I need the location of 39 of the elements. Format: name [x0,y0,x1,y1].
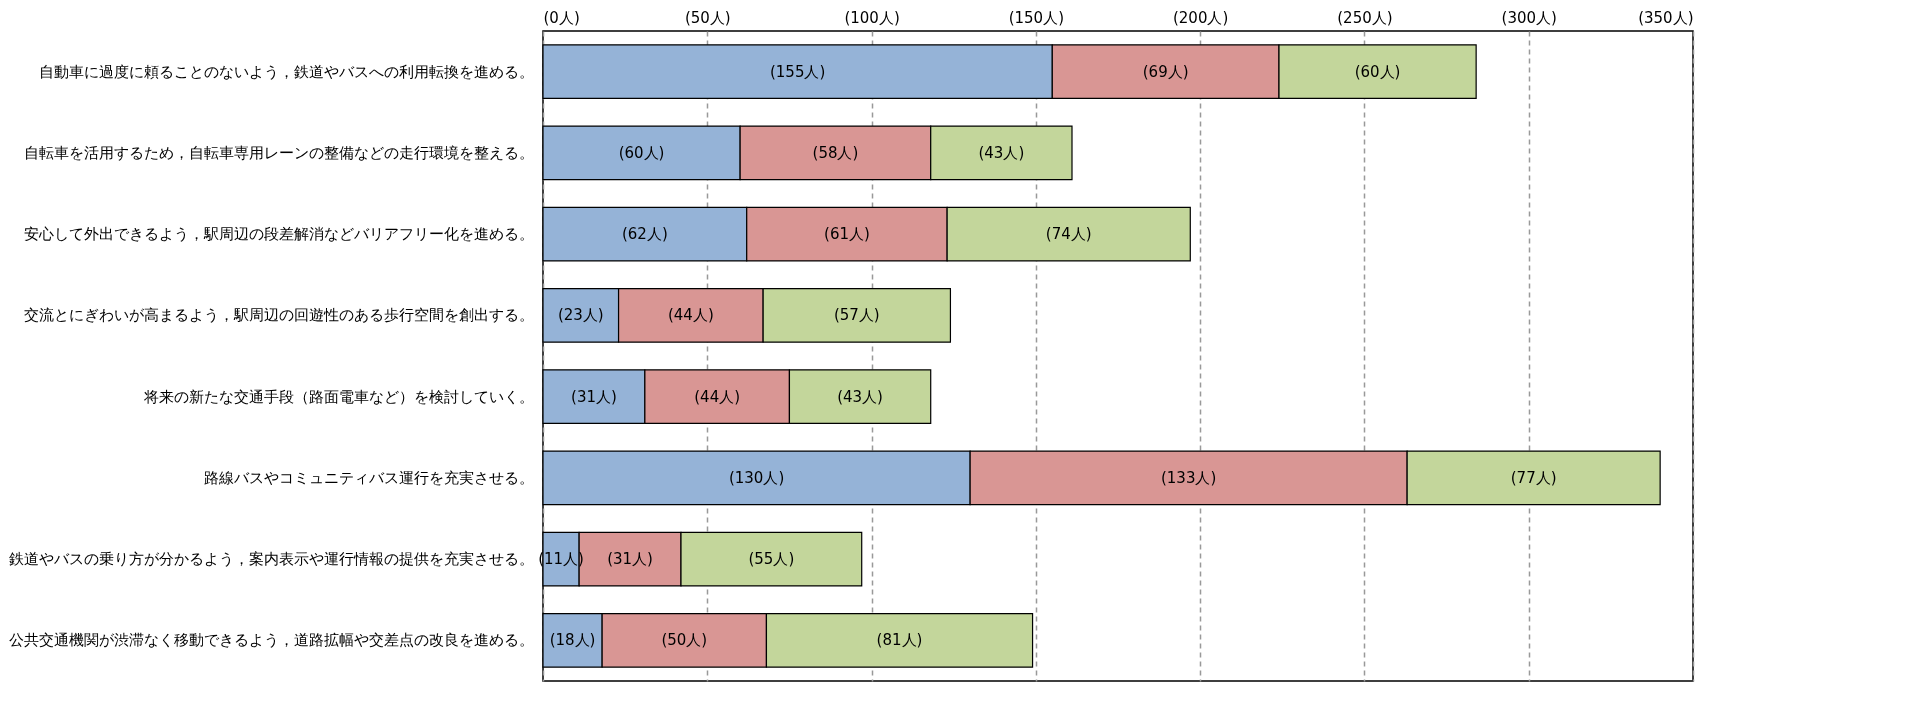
y-tick-label: 鉄道やバスの乗り方が分かるよう，案内表示や運行情報の提供を充実させる。 [8,550,534,569]
x-tick-label: (250人) [1337,8,1393,27]
data-label: (69人) [1142,62,1189,81]
x-tick-label: (150人) [1008,8,1065,27]
data-label: (155人) [769,62,826,81]
y-tick-label: 自動車に過度に頼ることのないよう，鉄道やバスへの利用転換を進める。 [38,62,534,81]
data-label: (44人) [667,306,714,325]
y-tick-label: 路線バスやコミュニティバス運行を充実させる。 [203,468,534,487]
data-label: (61人) [824,225,870,244]
data-label: (57人) [833,306,880,325]
data-label: (77人) [1510,468,1557,487]
data-label: (50人) [661,631,708,650]
data-label: (60人) [618,143,665,162]
x-tick-label: (50人) [684,8,731,27]
x-tick-label: (300人) [1501,8,1557,27]
x-tick-label: (0人) [543,8,580,27]
data-label: (74人) [1045,225,1092,244]
y-tick-label: 安心して外出できるよう，駅周辺の段差解消などバリアフリー化を進める。 [23,225,534,244]
data-label: (18人) [549,631,596,650]
data-label: (130人) [728,468,785,487]
data-label: (62人) [621,225,668,244]
data-label: (60人) [1354,62,1401,81]
x-tick-label: (350人) [1638,8,1694,27]
y-tick-label: 自転車を活用するため，自転車専用レーンの整備などの走行環境を整える。 [23,143,534,162]
data-label: (31人) [571,387,617,406]
y-tick-label: 将来の新たな交通手段（路面電車など）を検討していく。 [142,387,534,406]
data-label: (31人) [607,550,653,569]
x-tick-label: (200人) [1172,8,1229,27]
data-label: (44人) [694,387,741,406]
data-label: (81人) [876,631,923,650]
data-label: (43人) [978,143,1025,162]
x-tick-label: (100人) [844,8,900,27]
data-label: (55人) [748,550,795,569]
data-label: (133人) [1160,468,1217,487]
y-tick-label: 公共交通機関が渋滞なく移動できるよう，道路拡幅や交差点の改良を進める。 [8,631,534,650]
data-label: (58人) [812,143,859,162]
y-tick-label: 交流とにぎわいが高まるよう，駅周辺の回遊性のある歩行空間を創出する。 [23,306,534,325]
data-label: (43人) [837,387,883,406]
data-label: (23人) [557,306,604,325]
